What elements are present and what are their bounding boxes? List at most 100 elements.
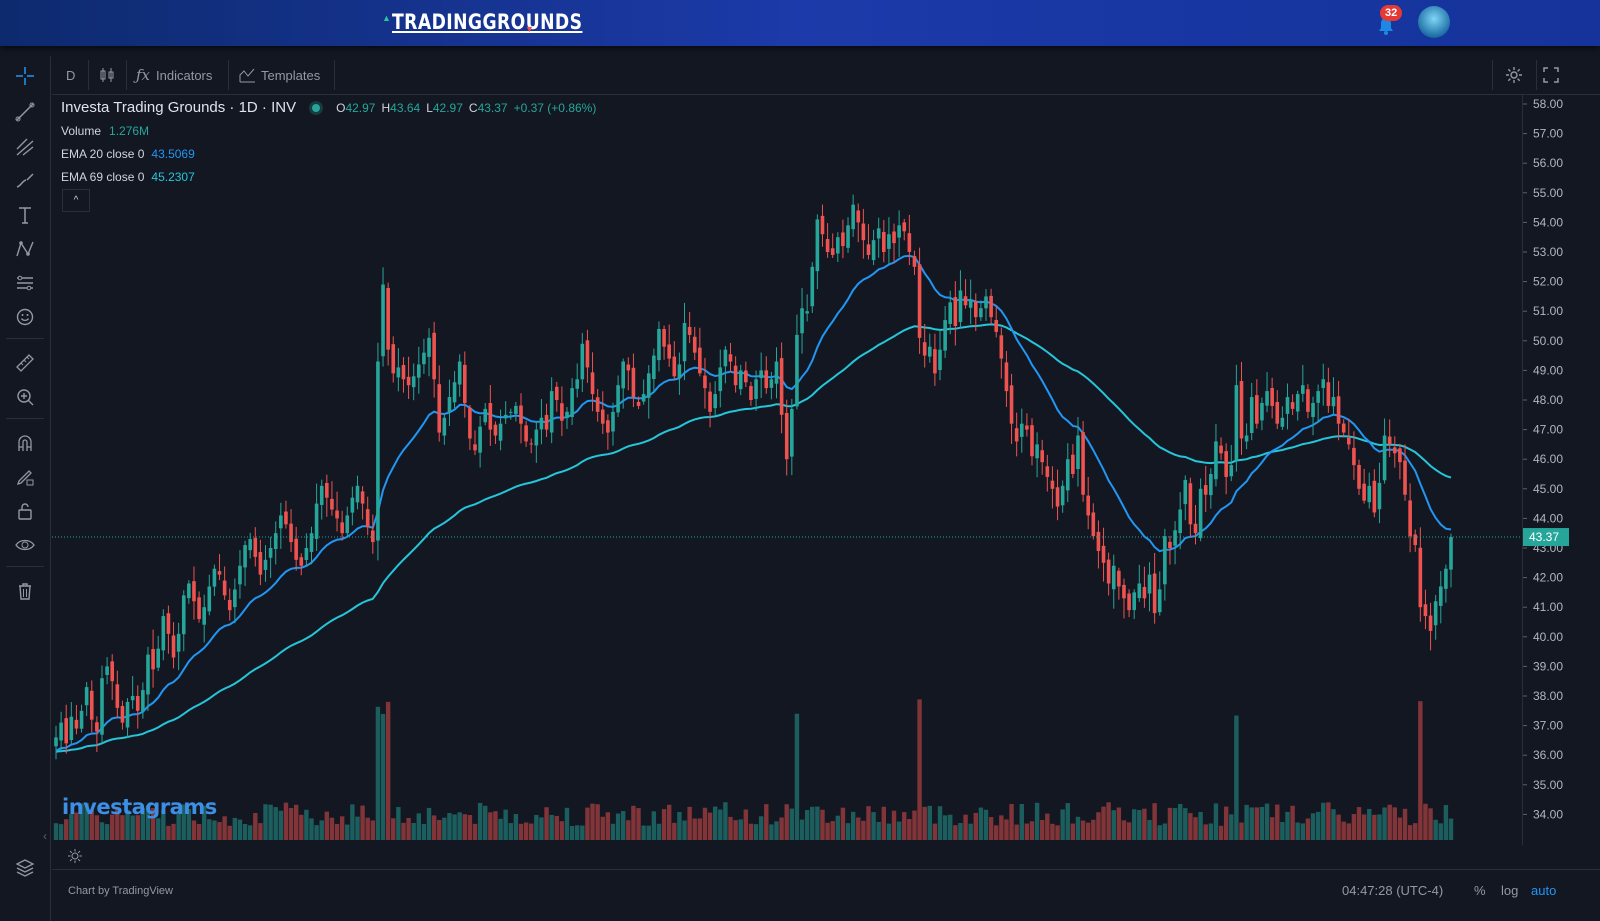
candles-style-icon[interactable] xyxy=(98,56,116,94)
candle xyxy=(600,391,605,434)
ema69-legend-row[interactable]: EMA 69 close 0 45.2307 xyxy=(55,166,201,187)
candle xyxy=(1014,412,1019,457)
log-scale-toggle[interactable]: log xyxy=(1501,883,1519,898)
volume-bar xyxy=(115,807,120,840)
candle xyxy=(79,704,84,733)
volume-bar xyxy=(1321,802,1326,840)
volume-bar xyxy=(733,820,738,840)
candle xyxy=(217,554,222,581)
lock-drawing-icon[interactable] xyxy=(14,466,36,488)
candle xyxy=(1336,380,1341,441)
candle xyxy=(652,348,656,393)
emoji-icon[interactable] xyxy=(14,306,36,328)
candle xyxy=(897,210,901,258)
candle xyxy=(1214,423,1218,487)
drawing-toolbar xyxy=(0,56,51,921)
volume-bar xyxy=(447,813,452,840)
volume-bar xyxy=(615,813,621,840)
price-axis[interactable]: 58.00 57.00 56.00 55.00 54.00 53.00 52.00 51.00… xyxy=(1522,95,1600,845)
price-tick-label: 42.00 xyxy=(1533,571,1563,585)
notification-bell-icon[interactable] xyxy=(1376,16,1396,36)
user-avatar[interactable] xyxy=(1418,6,1450,38)
candle xyxy=(672,341,677,380)
change-value: +0.37 (+0.86%) xyxy=(513,100,597,115)
indicators-button[interactable]: ƒx Indicators xyxy=(136,56,212,94)
candle xyxy=(871,229,876,266)
templates-button[interactable]: Templates xyxy=(238,56,320,94)
interval-button[interactable]: D xyxy=(66,67,76,83)
candle xyxy=(1198,478,1203,542)
prediction-icon[interactable] xyxy=(14,272,36,294)
candle xyxy=(135,685,140,729)
price-chart[interactable] xyxy=(52,95,1522,845)
collapse-toolbar-chevron-icon[interactable]: ‹ xyxy=(43,829,47,843)
candle xyxy=(912,250,917,276)
volume-bar xyxy=(1029,821,1035,840)
ema20-legend-row[interactable]: EMA 20 close 0 43.5069 xyxy=(55,143,201,164)
volume-bar xyxy=(150,808,156,840)
volume-bar xyxy=(350,804,355,840)
magnet-icon[interactable] xyxy=(14,432,36,454)
ruler-icon[interactable] xyxy=(14,352,36,374)
text-tool-icon[interactable] xyxy=(14,204,36,226)
crosshair-icon[interactable] xyxy=(14,65,36,87)
volume-bar xyxy=(329,817,335,840)
volume-bar xyxy=(1428,808,1433,840)
volume-legend-row[interactable]: Volume 1.276M xyxy=(55,120,156,141)
volume-bar xyxy=(590,803,595,840)
volume-bar xyxy=(953,825,958,840)
candle xyxy=(784,399,789,476)
clock: 04:47:28 (UTC-4) xyxy=(1342,883,1444,898)
candle xyxy=(1316,384,1320,423)
trend-line-icon[interactable] xyxy=(14,101,36,123)
time-axis-settings-icon[interactable] xyxy=(66,847,84,870)
volume-bar xyxy=(145,805,151,840)
candle xyxy=(902,218,907,241)
auto-scale-toggle[interactable]: auto xyxy=(1531,883,1557,898)
candle xyxy=(1433,594,1438,640)
brush-icon[interactable] xyxy=(14,170,36,192)
volume-bar xyxy=(651,811,657,840)
tradingview-credit[interactable]: Chart by TradingView xyxy=(68,885,173,897)
layers-icon[interactable] xyxy=(14,856,36,878)
candle xyxy=(462,351,467,418)
candle xyxy=(662,325,666,360)
candle xyxy=(590,352,595,412)
candle xyxy=(447,379,452,426)
candle xyxy=(876,217,881,258)
candle xyxy=(616,375,620,418)
candle xyxy=(483,402,488,426)
candle xyxy=(544,403,549,438)
percent-scale-toggle[interactable]: % xyxy=(1474,883,1486,898)
fib-tool-icon[interactable] xyxy=(14,136,36,158)
volume-bar xyxy=(263,804,268,840)
eye-icon[interactable] xyxy=(14,534,36,556)
price-tick-label: 37.00 xyxy=(1533,719,1563,733)
candle xyxy=(345,506,350,537)
candle xyxy=(84,682,89,717)
volume-bar xyxy=(718,809,723,840)
trash-icon[interactable] xyxy=(14,580,36,602)
collapse-legend-button[interactable]: ^ xyxy=(62,189,90,212)
volume-bar xyxy=(94,815,100,840)
settings-gear-icon[interactable] xyxy=(1504,56,1524,94)
volume-bar xyxy=(738,819,743,840)
volume-bar xyxy=(856,817,861,840)
volume-bar xyxy=(835,815,841,840)
volume-bar xyxy=(304,809,309,840)
fullscreen-icon[interactable] xyxy=(1542,56,1560,94)
tradinggrounds-logo[interactable]: TRADINGGROUNDS xyxy=(392,10,583,34)
candle xyxy=(856,203,861,243)
pattern-icon[interactable] xyxy=(14,238,36,260)
zoom-in-icon[interactable] xyxy=(14,386,36,408)
volume-bar xyxy=(646,825,651,840)
volume-bar xyxy=(1351,814,1357,840)
candle xyxy=(325,474,329,517)
volume-bar xyxy=(1387,804,1392,840)
lock-icon[interactable] xyxy=(14,500,36,522)
volume-bar xyxy=(1126,822,1132,840)
volume-bar xyxy=(1407,825,1413,840)
volume-bar xyxy=(258,823,263,840)
volume-bar xyxy=(1244,804,1249,840)
symbol-title[interactable]: Investa Trading Grounds · 1D · INV xyxy=(61,99,297,116)
